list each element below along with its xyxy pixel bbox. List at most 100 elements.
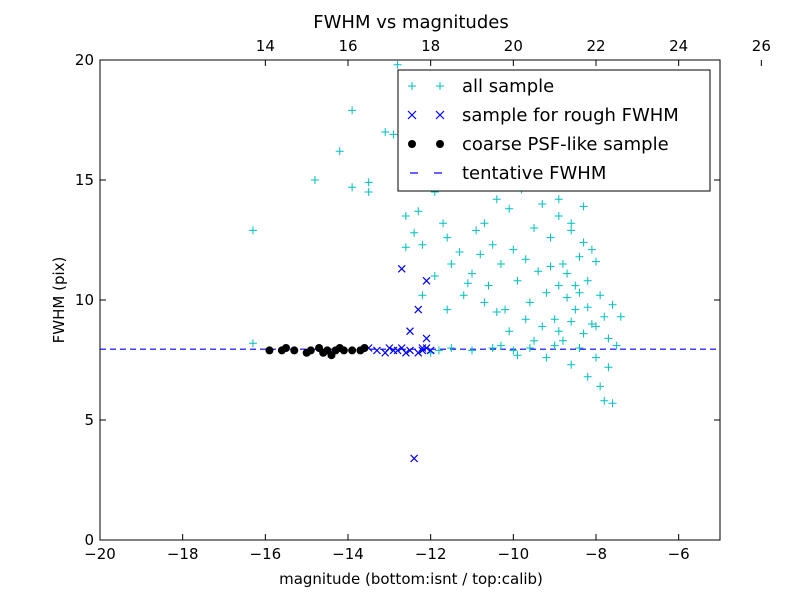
series-2 [265,344,369,360]
top-tick-label: 20 [504,37,523,55]
data-point-all-sample [554,327,563,336]
data-point-rough-sample [406,346,414,355]
data-point-all-sample [554,212,563,220]
data-point-all-sample [496,260,505,268]
data-point-all-sample [542,288,551,297]
legend-label: coarse PSF-like sample [462,134,669,155]
data-point-rough-sample [406,327,414,336]
data-point-all-sample [439,219,448,228]
data-point-all-sample [558,260,567,268]
data-point-rough-sample [422,344,431,352]
data-point-all-sample [335,147,344,156]
data-point-all-sample [563,269,572,278]
data-point-all-sample [513,276,522,285]
data-point-rough-sample [410,454,419,463]
legend-marker-all-sample [436,82,444,90]
data-point-all-sample [484,281,493,290]
data-point-rough-sample [422,276,431,285]
x-tick-label: −18 [167,545,199,563]
data-point-all-sample [550,315,559,324]
data-point-all-sample [583,303,592,312]
data-point-all-sample [554,281,563,290]
legend: all sample sample for rough FWHM coarse PS… [397,69,711,192]
data-point-all-sample [418,240,427,249]
x-tick-label: −8 [585,545,607,563]
data-point-all-sample [393,60,402,69]
top-tick-label: 22 [586,37,605,55]
top-tick-label: 16 [338,37,357,55]
data-point-all-sample [509,245,518,254]
data-point-all-sample [430,272,439,280]
data-point-all-sample [546,233,555,242]
data-point-rough-sample [401,348,410,357]
data-point-rough-sample [418,346,427,355]
x-tick-label: −6 [668,545,690,563]
data-point-all-sample [538,322,547,331]
data-point-all-sample [492,308,501,316]
data-point-all-sample [496,341,505,350]
x-tick-label: −12 [415,545,447,563]
y-tick-label: 20 [75,51,94,69]
data-point-all-sample [447,344,456,352]
data-point-coarse-sample [265,346,274,355]
data-point-all-sample [546,262,555,271]
data-point-all-sample [480,298,489,307]
data-point-all-sample [530,224,538,232]
x-tick-label: −10 [498,545,530,563]
data-point-all-sample [567,360,576,369]
x-tick-label: −14 [332,545,364,563]
data-point-all-sample [579,329,588,338]
data-point-all-sample [550,341,559,350]
data-point-all-sample [364,188,373,196]
y-tick-label: 15 [75,171,94,189]
data-point-coarse-sample [319,348,328,357]
data-point-all-sample [401,212,410,220]
legend-label: sample for rough FWHM [462,105,679,126]
data-point-all-sample [248,339,257,348]
data-point-all-sample [538,200,547,208]
data-point-all-sample [608,399,617,408]
data-point-all-sample [434,346,443,355]
top-tick-label: 24 [669,37,688,55]
legend-marker-rough-sample [407,110,417,120]
data-point-all-sample [608,300,617,309]
data-point-all-sample [558,336,567,345]
data-point-all-sample [381,128,390,136]
data-point-rough-sample [426,346,435,355]
data-point-all-sample [592,322,600,331]
data-point-all-sample [443,233,452,242]
data-point-all-sample [600,312,609,321]
x-tick-label: −20 [84,545,116,563]
data-point-all-sample [592,257,600,266]
data-point-all-sample [401,243,410,252]
data-point-all-sample [521,315,530,324]
data-point-coarse-sample [348,346,357,355]
y-axis-label: FWHM (pix) [50,257,68,344]
data-point-coarse-sample [339,346,348,355]
data-point-all-sample [579,202,588,211]
legend-marker-rough-sample [435,110,445,120]
data-point-all-sample [505,204,514,213]
data-point-all-sample [348,183,357,192]
legend-box [397,69,711,192]
x-axis-label: magnitude (bottom:isnt / top:calib) [279,570,543,588]
data-point-rough-sample [393,346,402,355]
data-point-all-sample [571,281,580,290]
data-point-rough-sample [385,344,394,352]
data-point-all-sample [567,317,576,326]
data-point-all-sample [596,291,605,300]
data-point-all-sample [587,320,596,328]
axes: −20 −18 −16 −14 −12 −10 −8 −6 14 16 18 20 22 24 26 0 5 10… [75,37,771,563]
top-tick-label: 18 [421,37,440,55]
data-point-all-sample [455,248,464,256]
data-point-all-sample [348,106,357,115]
data-point-all-sample [530,336,538,345]
data-point-all-sample [567,219,576,228]
top-tick-label: 14 [256,37,275,55]
data-point-all-sample [604,334,613,343]
data-point-coarse-sample [331,346,340,355]
data-point-all-sample [513,351,522,360]
data-point-all-sample [389,130,398,139]
data-point-all-sample [414,207,423,216]
data-point-rough-sample [397,264,406,273]
